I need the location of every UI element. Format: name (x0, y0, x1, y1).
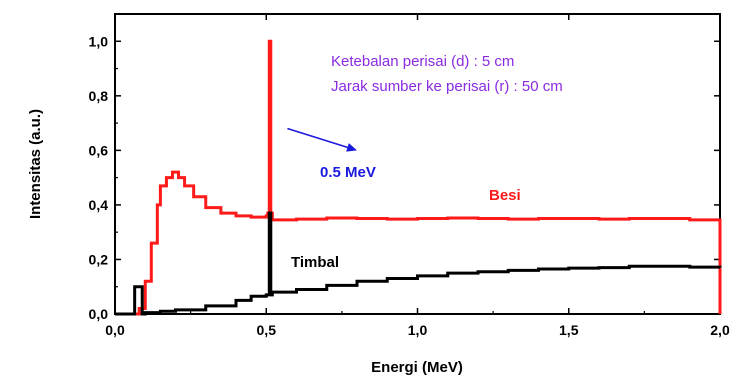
y-tick-label-0: 0,0 (89, 306, 109, 322)
y-axis-title: Intensitas (a.u.) (27, 109, 44, 219)
arrow-shaft (287, 127, 348, 149)
x-tick-label-0: 0,0 (105, 322, 125, 338)
series-label-timbal: Timbal (291, 254, 339, 271)
annotation-thickness: Ketebalan perisai (d) : 5 cm (331, 53, 514, 70)
x-tick-label-4: 2,0 (710, 322, 730, 338)
x-axis-title: Energi (MeV) (371, 359, 463, 376)
x-tick-label-1: 0,5 (257, 322, 277, 338)
x-tick-label-3: 1,5 (559, 322, 579, 338)
series-layer (115, 39, 722, 316)
y-tick-label-5: 1,0 (89, 33, 109, 49)
y-tick-label-3: 0,6 (89, 142, 109, 158)
energy-arrow (287, 127, 357, 152)
y-tick-label-1: 0,2 (89, 251, 109, 267)
series-label-besi: Besi (489, 187, 521, 204)
series-line-timbal (115, 211, 722, 316)
axis-tick-labels: 0,0 0,5 1,0 1,5 2,0 0,0 0,2 0,4 0,6 0,8 1,0 (89, 33, 730, 338)
series-line-besi (115, 39, 722, 316)
arrow-head (346, 143, 357, 152)
arrow-label-energy: 0.5 MeV (320, 164, 376, 181)
y-tick-label-4: 0,8 (89, 88, 109, 104)
y-tick-label-2: 0,4 (89, 197, 109, 213)
annotation-distance: Jarak sumber ke perisai (r) : 50 cm (331, 78, 563, 95)
x-tick-label-2: 1,0 (408, 322, 428, 338)
